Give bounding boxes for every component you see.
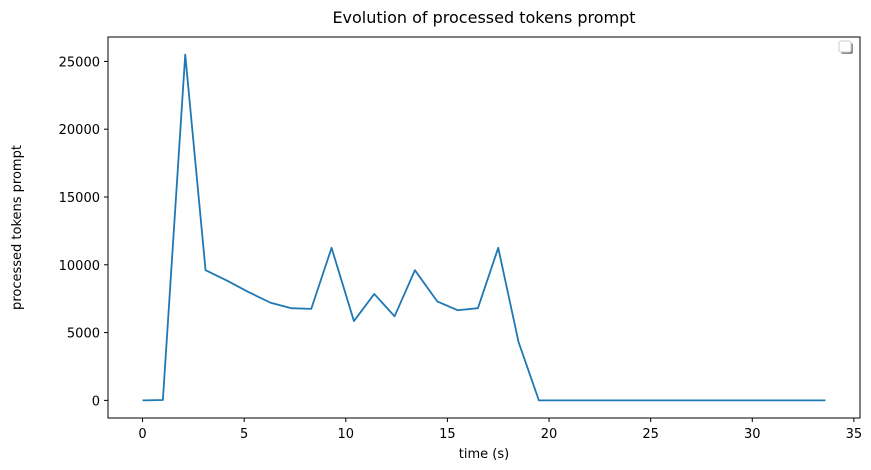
y-tick-label: 20000	[59, 123, 100, 138]
x-tick-label: 15	[439, 427, 456, 442]
x-tick-label: 25	[642, 427, 659, 442]
x-axis-label: time (s)	[459, 447, 509, 462]
x-tick-label: 10	[338, 427, 355, 442]
chart-title: Evolution of processed tokens prompt	[332, 8, 635, 27]
y-tick-label: 5000	[67, 327, 100, 342]
x-tick-label: 5	[240, 427, 248, 442]
plot-area-frame	[107, 36, 861, 419]
legend-frame[interactable]	[838, 40, 852, 53]
y-tick-label: 25000	[59, 55, 100, 70]
y-axis-label: processed tokens prompt	[10, 145, 25, 310]
x-axis-ticks: 0 5 10 15 20 25 30 35	[138, 418, 862, 442]
x-tick-label: 20	[541, 427, 558, 442]
x-tick-label: 35	[846, 427, 863, 442]
series-line	[142, 53, 826, 402]
y-tick-label: 10000	[59, 259, 100, 274]
y-tick-label: 15000	[59, 191, 100, 206]
x-tick-label: 0	[138, 427, 146, 442]
legend-box[interactable]	[838, 40, 853, 54]
y-axis-ticks: 0 5000 10000 15000 20000 25000	[59, 55, 108, 409]
x-tick-label: 30	[744, 427, 761, 442]
y-tick-label: 0	[92, 394, 100, 409]
